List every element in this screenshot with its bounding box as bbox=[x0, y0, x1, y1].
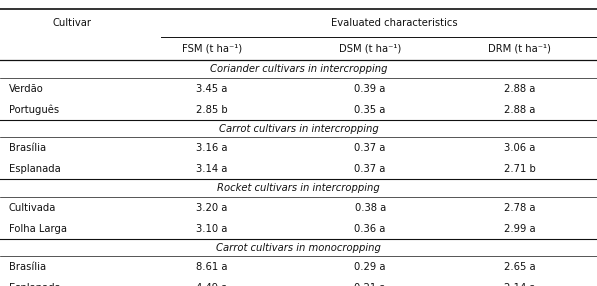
Text: 2.85 b: 2.85 b bbox=[196, 104, 227, 114]
Text: 2.99 a: 2.99 a bbox=[504, 223, 535, 233]
Text: Verdão: Verdão bbox=[9, 84, 44, 94]
Text: 0.36 a: 0.36 a bbox=[355, 223, 386, 233]
Text: 2.14 a: 2.14 a bbox=[504, 283, 535, 286]
Text: Brasília: Brasília bbox=[9, 143, 46, 153]
Text: DSM (t ha⁻¹): DSM (t ha⁻¹) bbox=[339, 44, 401, 54]
Text: Carrot cultivars in intercropping: Carrot cultivars in intercropping bbox=[219, 124, 378, 134]
Text: 3.20 a: 3.20 a bbox=[196, 202, 227, 212]
Text: 2.78 a: 2.78 a bbox=[504, 202, 535, 212]
Text: DRM (t ha⁻¹): DRM (t ha⁻¹) bbox=[488, 44, 551, 54]
Text: Brasília: Brasília bbox=[9, 262, 46, 272]
Text: 2.88 a: 2.88 a bbox=[504, 84, 535, 94]
Text: 8.61 a: 8.61 a bbox=[196, 262, 227, 272]
Text: 0.37 a: 0.37 a bbox=[355, 164, 386, 174]
Text: Rocket cultivars in intercropping: Rocket cultivars in intercropping bbox=[217, 183, 380, 193]
Text: 2.65 a: 2.65 a bbox=[504, 262, 535, 272]
Text: Carrot cultivars in monocropping: Carrot cultivars in monocropping bbox=[216, 243, 381, 253]
Text: 4.49 a: 4.49 a bbox=[196, 283, 227, 286]
Text: Coriander cultivars in intercropping: Coriander cultivars in intercropping bbox=[210, 64, 387, 74]
Text: 0.37 a: 0.37 a bbox=[355, 143, 386, 153]
Text: 2.88 a: 2.88 a bbox=[504, 104, 535, 114]
Text: 3.16 a: 3.16 a bbox=[196, 143, 227, 153]
Text: 0.21 a: 0.21 a bbox=[355, 283, 386, 286]
Text: 0.29 a: 0.29 a bbox=[355, 262, 386, 272]
Text: Folha Larga: Folha Larga bbox=[9, 223, 67, 233]
Text: 2.71 b: 2.71 b bbox=[503, 164, 536, 174]
Text: 3.14 a: 3.14 a bbox=[196, 164, 227, 174]
Text: 0.35 a: 0.35 a bbox=[355, 104, 386, 114]
Text: 3.45 a: 3.45 a bbox=[196, 84, 227, 94]
Text: Evaluated characteristics: Evaluated characteristics bbox=[331, 18, 457, 28]
Text: 3.06 a: 3.06 a bbox=[504, 143, 535, 153]
Text: 3.10 a: 3.10 a bbox=[196, 223, 227, 233]
Text: 0.38 a: 0.38 a bbox=[355, 202, 386, 212]
Text: Esplanada: Esplanada bbox=[9, 164, 61, 174]
Text: Português: Português bbox=[9, 104, 59, 115]
Text: Cultivada: Cultivada bbox=[9, 202, 56, 212]
Text: Cultivar: Cultivar bbox=[52, 18, 91, 28]
Text: FSM (t ha⁻¹): FSM (t ha⁻¹) bbox=[182, 44, 242, 54]
Text: 0.39 a: 0.39 a bbox=[355, 84, 386, 94]
Text: Esplanada: Esplanada bbox=[9, 283, 61, 286]
